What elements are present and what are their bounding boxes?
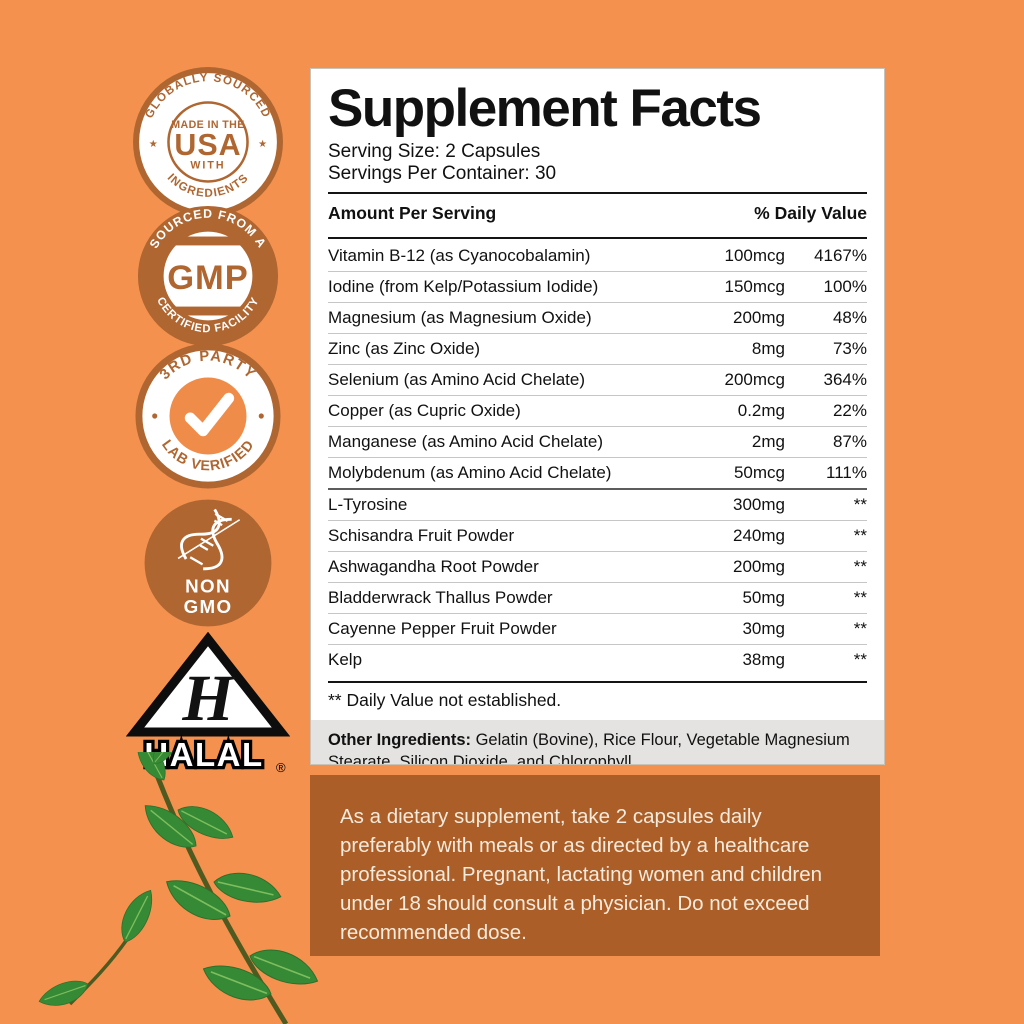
gmp-badge: SOURCED FROM A CERTIFIED FACILITY GMP: [134, 202, 282, 355]
ingredient-amount: 8mg: [751, 339, 785, 359]
gmp-center-label: GMP: [167, 259, 249, 297]
ingredient-daily-value: **: [853, 619, 867, 639]
usa-line3: WITH: [190, 159, 225, 171]
table-row: Schisandra Fruit Powder 240mg **: [328, 520, 867, 551]
divider: [328, 681, 867, 684]
ingredient-daily-value: 22%: [832, 401, 867, 421]
ingredient-amount: 200mg: [733, 308, 785, 328]
directions-box: As a dietary supplement, take 2 capsules…: [310, 775, 880, 956]
table-row: Vitamin B-12 (as Cyanocobalamin) 100mcg …: [328, 239, 867, 271]
ingredient-daily-value: 111%: [826, 463, 867, 483]
ingredient-daily-value: 87%: [832, 432, 867, 452]
ingredient-daily-value: **: [853, 495, 867, 515]
table-row: Ashwagandha Root Powder 200mg **: [328, 551, 867, 582]
made-in-usa-icon: GLOBALLY SOURCED INGREDIENTS ★ ★ MADE IN…: [133, 67, 283, 217]
ingredient-daily-value: **: [853, 650, 867, 670]
non-gmo-line2: GMO: [184, 596, 233, 617]
ingredient-name: L-Tyrosine: [328, 495, 408, 515]
ingredient-name: Magnesium (as Magnesium Oxide): [328, 308, 592, 328]
registered-mark: ®: [276, 760, 286, 774]
supplement-facts-panel: Supplement Facts Serving Size: 2 Capsule…: [310, 68, 885, 765]
ingredient-daily-value: **: [853, 588, 867, 608]
table-row: Iodine (from Kelp/Potassium Iodide) 150m…: [328, 271, 867, 302]
ingredient-amount: 30mg: [742, 619, 785, 639]
table-row: Bladderwrack Thallus Powder 50mg **: [328, 582, 867, 613]
usa-line2: USA: [174, 128, 241, 162]
table-row: Magnesium (as Magnesium Oxide) 200mg 48%: [328, 302, 867, 333]
non-gmo-badge: NON GMO: [141, 496, 275, 635]
ingredient-name: Kelp: [328, 650, 363, 670]
dot-icon: [258, 413, 264, 419]
ingredient-amount: 150mcg: [724, 277, 785, 297]
non-gmo-icon: NON GMO: [144, 499, 272, 627]
ingredient-name: Selenium (as Amino Acid Chelate): [328, 370, 586, 390]
table-row: Cayenne Pepper Fruit Powder 30mg **: [328, 613, 867, 644]
ingredient-daily-value: 100%: [823, 277, 867, 297]
facts-table-body: Vitamin B-12 (as Cyanocobalamin) 100mcg …: [328, 239, 867, 675]
ingredient-name: Zinc (as Zinc Oxide): [328, 339, 481, 359]
ingredient-name: Molybdenum (as Amino Acid Chelate): [328, 463, 612, 483]
table-row: Manganese (as Amino Acid Chelate) 2mg 87…: [328, 426, 867, 457]
ingredient-amount: 200mg: [733, 557, 785, 577]
servings-per-container: Servings Per Container: 30: [328, 163, 557, 185]
ingredient-amount: 2mg: [751, 432, 785, 452]
ingredient-daily-value: **: [853, 526, 867, 546]
serving-size: Serving Size: 2 Capsules: [328, 140, 541, 162]
leaf-branch-image: [35, 752, 324, 1024]
ingredient-amount: 0.2mg: [737, 401, 785, 421]
usa-badge: GLOBALLY SOURCED INGREDIENTS ★ ★ MADE IN…: [132, 66, 284, 223]
panel-title: Supplement Facts: [328, 79, 762, 138]
divider: [328, 237, 867, 240]
table-row: Kelp 38mg **: [328, 644, 867, 675]
ingredient-amount: 300mg: [733, 495, 785, 515]
table-row: Copper (as Cupric Oxide) 0.2mg 22%: [328, 395, 867, 426]
ingredient-name: Cayenne Pepper Fruit Powder: [328, 619, 557, 639]
ingredient-name: Vitamin B-12 (as Cyanocobalamin): [328, 246, 591, 266]
checkmark-icon: [184, 392, 235, 437]
dot-icon: [152, 413, 158, 419]
ingredient-amount: 200mcg: [724, 370, 785, 390]
ingredient-amount: 38mg: [742, 650, 785, 670]
ingredient-daily-value: 364%: [823, 370, 867, 390]
table-row: L-Tyrosine 300mg **: [328, 488, 867, 520]
column-header-amount: Amount Per Serving: [328, 203, 497, 224]
table-row: Selenium (as Amino Acid Chelate) 200mcg …: [328, 364, 867, 395]
halal-h-letter: H: [181, 662, 236, 735]
other-ingredients-text: Gelatin (Bovine), Rice Flour, Vegetable …: [328, 731, 850, 765]
ingredient-amount: 50mg: [742, 588, 785, 608]
divider: [328, 192, 867, 195]
dna-icon: [177, 508, 241, 571]
ingredient-name: Schisandra Fruit Powder: [328, 526, 515, 546]
ingredient-name: Bladderwrack Thallus Powder: [328, 588, 553, 608]
ingredient-daily-value: **: [853, 557, 867, 577]
column-header-daily-value: % Daily Value: [754, 203, 867, 224]
directions-text: As a dietary supplement, take 2 capsules…: [340, 805, 823, 945]
table-row: Molybdenum (as Amino Acid Chelate) 50mcg…: [328, 457, 867, 488]
daily-value-footnote: ** Daily Value not established.: [328, 690, 562, 711]
lab-verified-icon: 3RD PARTY LAB VERIFIED: [135, 343, 281, 489]
ingredient-amount: 240mg: [733, 526, 785, 546]
usa-line1: MADE IN THE: [171, 119, 245, 131]
ingredient-daily-value: 48%: [832, 308, 867, 328]
star-icon: ★: [258, 139, 267, 150]
other-ingredients-label: Other Ingredients:: [328, 731, 472, 750]
lab-verified-badge: 3RD PARTY LAB VERIFIED: [134, 342, 282, 495]
ingredient-name: Iodine (from Kelp/Potassium Iodide): [328, 277, 599, 297]
ingredient-name: Manganese (as Amino Acid Chelate): [328, 432, 603, 452]
ingredient-amount: 50mcg: [733, 463, 785, 483]
ingredient-amount: 100mcg: [724, 246, 785, 266]
ingredient-daily-value: 4167%: [814, 246, 867, 266]
table-row: Zinc (as Zinc Oxide) 8mg 73%: [328, 333, 867, 364]
other-ingredients: Other Ingredients: Gelatin (Bovine), Ric…: [311, 720, 884, 765]
ingredient-name: Copper (as Cupric Oxide): [328, 401, 521, 421]
ingredient-daily-value: 73%: [832, 339, 867, 359]
gmp-icon: SOURCED FROM A CERTIFIED FACILITY GMP: [137, 205, 279, 347]
non-gmo-line1: NON: [185, 575, 231, 596]
ingredient-name: Ashwagandha Root Powder: [328, 557, 539, 577]
star-icon: ★: [149, 139, 158, 150]
